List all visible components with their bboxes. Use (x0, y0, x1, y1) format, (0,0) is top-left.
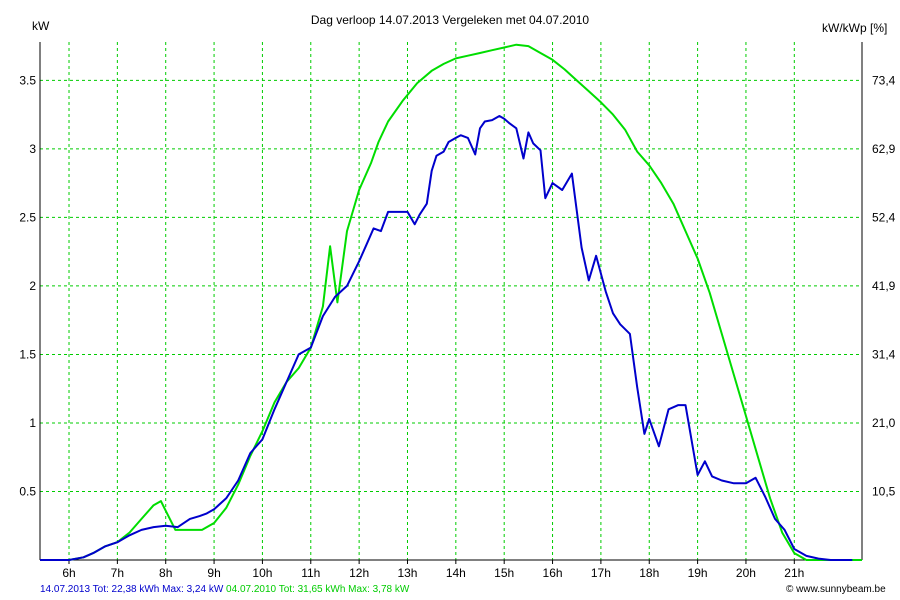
y-tick-label-left: 0.5 (19, 484, 36, 498)
grid-layer (40, 42, 862, 560)
y-tick-label-left: 3 (29, 142, 36, 156)
x-tick-label: 6h (62, 566, 75, 580)
x-tick-label: 15h (494, 566, 514, 580)
x-tick-label: 9h (207, 566, 220, 580)
x-tick-label: 10h (252, 566, 272, 580)
y-tick-label-left: 1 (29, 416, 36, 430)
y-tick-label-right: 31,4 (872, 347, 896, 361)
y-tick-label-right: 62,9 (872, 142, 896, 156)
footer-credit: © www.sunnybeam.be (786, 584, 886, 595)
y-tick-label-left: 3.5 (19, 73, 36, 87)
y-tick-label-right: 21,0 (872, 416, 896, 430)
series-line-2010 (40, 43, 862, 561)
x-tick-label: 21h (784, 566, 804, 580)
x-tick-label: 16h (543, 566, 563, 580)
x-tick-label: 11h (301, 566, 320, 580)
x-tick-label: 19h (688, 566, 708, 580)
footer-summary: 14.07.2013 Tot: 22,38 kWh Max: 3,24 kW 0… (40, 584, 409, 595)
y-tick-label-left: 1.5 (19, 347, 36, 361)
series-line-2013 (40, 115, 853, 561)
y-tick-label-left: 2.5 (19, 210, 36, 224)
series-layer (40, 43, 862, 561)
right-axis-unit-label: kW/kWp [%] (822, 21, 887, 35)
x-tick-label: 12h (349, 566, 369, 580)
chart-title: Dag verloop 14.07.2013 Vergeleken met 04… (311, 13, 590, 27)
footer-series-2010: 04.07.2010 Tot: 31,65 kWh Max: 3,78 kW (226, 584, 410, 595)
x-tick-label: 18h (639, 566, 659, 580)
x-tick-label: 8h (159, 566, 172, 580)
x-tick-label: 20h (736, 566, 756, 580)
y-tick-label-right: 52,4 (872, 210, 896, 224)
left-axis-unit-label: kW (32, 19, 50, 33)
x-tick-label: 14h (446, 566, 466, 580)
x-tick-label: 17h (591, 566, 611, 580)
y-tick-label-right: 41,9 (872, 279, 896, 293)
y-tick-label-right: 73,4 (872, 73, 896, 87)
x-tick-label: 13h (397, 566, 417, 580)
x-tick-label: 7h (111, 566, 124, 580)
y-tick-label-left: 2 (29, 279, 36, 293)
axis-layer: 6h 7h 8h 9h 10h 11h 12h 13h 14h 15h 16h 17h 18h 19h 20… (19, 42, 896, 580)
y-tick-label-right: 10,5 (872, 484, 896, 498)
footer-series-2013: 14.07.2013 Tot: 22,38 kWh Max: 3,24 kW (40, 584, 224, 595)
